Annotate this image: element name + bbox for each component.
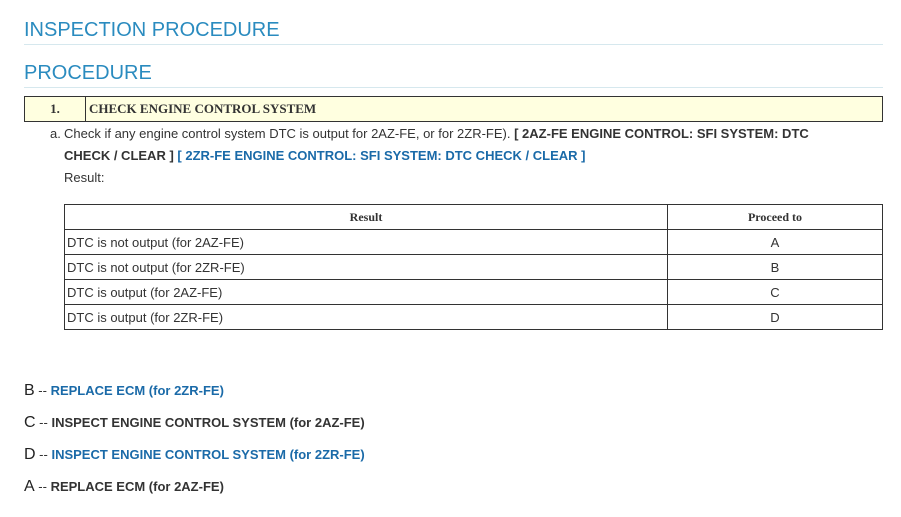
- ref-2az-link[interactable]: [ 2AZ-FE ENGINE CONTROL: SFI SYSTEM: DTC…: [64, 126, 809, 163]
- cell-result: DTC is output (for 2AZ-FE): [64, 279, 668, 305]
- cell-proceed: C: [667, 279, 883, 305]
- result-letter: A: [24, 478, 35, 495]
- result-link[interactable]: INSPECT ENGINE CONTROL SYSTEM (for 2ZR-F…: [51, 447, 365, 462]
- result-text: INSPECT ENGINE CONTROL SYSTEM (for 2AZ-F…: [51, 415, 365, 430]
- cell-proceed: D: [667, 304, 883, 330]
- result-a: A -- REPLACE ECM (for 2AZ-FE): [24, 478, 224, 496]
- result-label: Result:: [64, 170, 105, 185]
- result-letter: B: [24, 382, 35, 399]
- cell-result: DTC is output (for 2ZR-FE): [64, 304, 668, 330]
- result-sep: --: [34, 479, 51, 494]
- result-d: D -- INSPECT ENGINE CONTROL SYSTEM (for …: [24, 446, 365, 464]
- header-proceed: Proceed to: [667, 204, 883, 230]
- cell-result: DTC is not output (for 2AZ-FE): [64, 229, 668, 255]
- cell-proceed: A: [667, 229, 883, 255]
- cell-proceed: B: [667, 254, 883, 280]
- result-c: C -- INSPECT ENGINE CONTROL SYSTEM (for …: [24, 414, 365, 432]
- result-b: B -- REPLACE ECM (for 2ZR-FE): [24, 382, 224, 400]
- instruction-text: Check if any engine control system DTC i…: [64, 126, 511, 141]
- result-letter: C: [24, 414, 36, 431]
- table-header: Result Proceed to: [64, 204, 883, 230]
- table-row: DTC is output (for 2ZR-FE) D: [64, 304, 883, 330]
- instruction-marker: a.: [50, 126, 61, 141]
- cell-result: DTC is not output (for 2ZR-FE): [64, 254, 668, 280]
- result-link[interactable]: REPLACE ECM (for 2ZR-FE): [50, 383, 224, 398]
- ref-2zr-link[interactable]: [ 2ZR-FE ENGINE CONTROL: SFI SYSTEM: DTC…: [177, 148, 586, 163]
- step-number: 1.: [25, 97, 86, 121]
- result-sep: --: [35, 415, 52, 430]
- result-text: REPLACE ECM (for 2AZ-FE): [50, 479, 224, 494]
- table-row: DTC is not output (for 2AZ-FE) A: [64, 229, 883, 255]
- step-header: 1. CHECK ENGINE CONTROL SYSTEM: [24, 96, 883, 122]
- header-result: Result: [64, 204, 668, 230]
- result-table: Result Proceed to DTC is not output (for …: [64, 204, 883, 330]
- result-letter: D: [24, 446, 36, 463]
- table-row: DTC is output (for 2AZ-FE) C: [64, 279, 883, 305]
- result-sep: --: [35, 447, 52, 462]
- inspection-procedure-heading: INSPECTION PROCEDURE: [24, 19, 883, 45]
- table-row: DTC is not output (for 2ZR-FE) B: [64, 254, 883, 280]
- result-sep: --: [34, 383, 51, 398]
- procedure-heading: PROCEDURE: [24, 62, 883, 88]
- instruction: a. Check if any engine control system DT…: [50, 123, 854, 189]
- step-title: CHECK ENGINE CONTROL SYSTEM: [89, 101, 317, 116]
